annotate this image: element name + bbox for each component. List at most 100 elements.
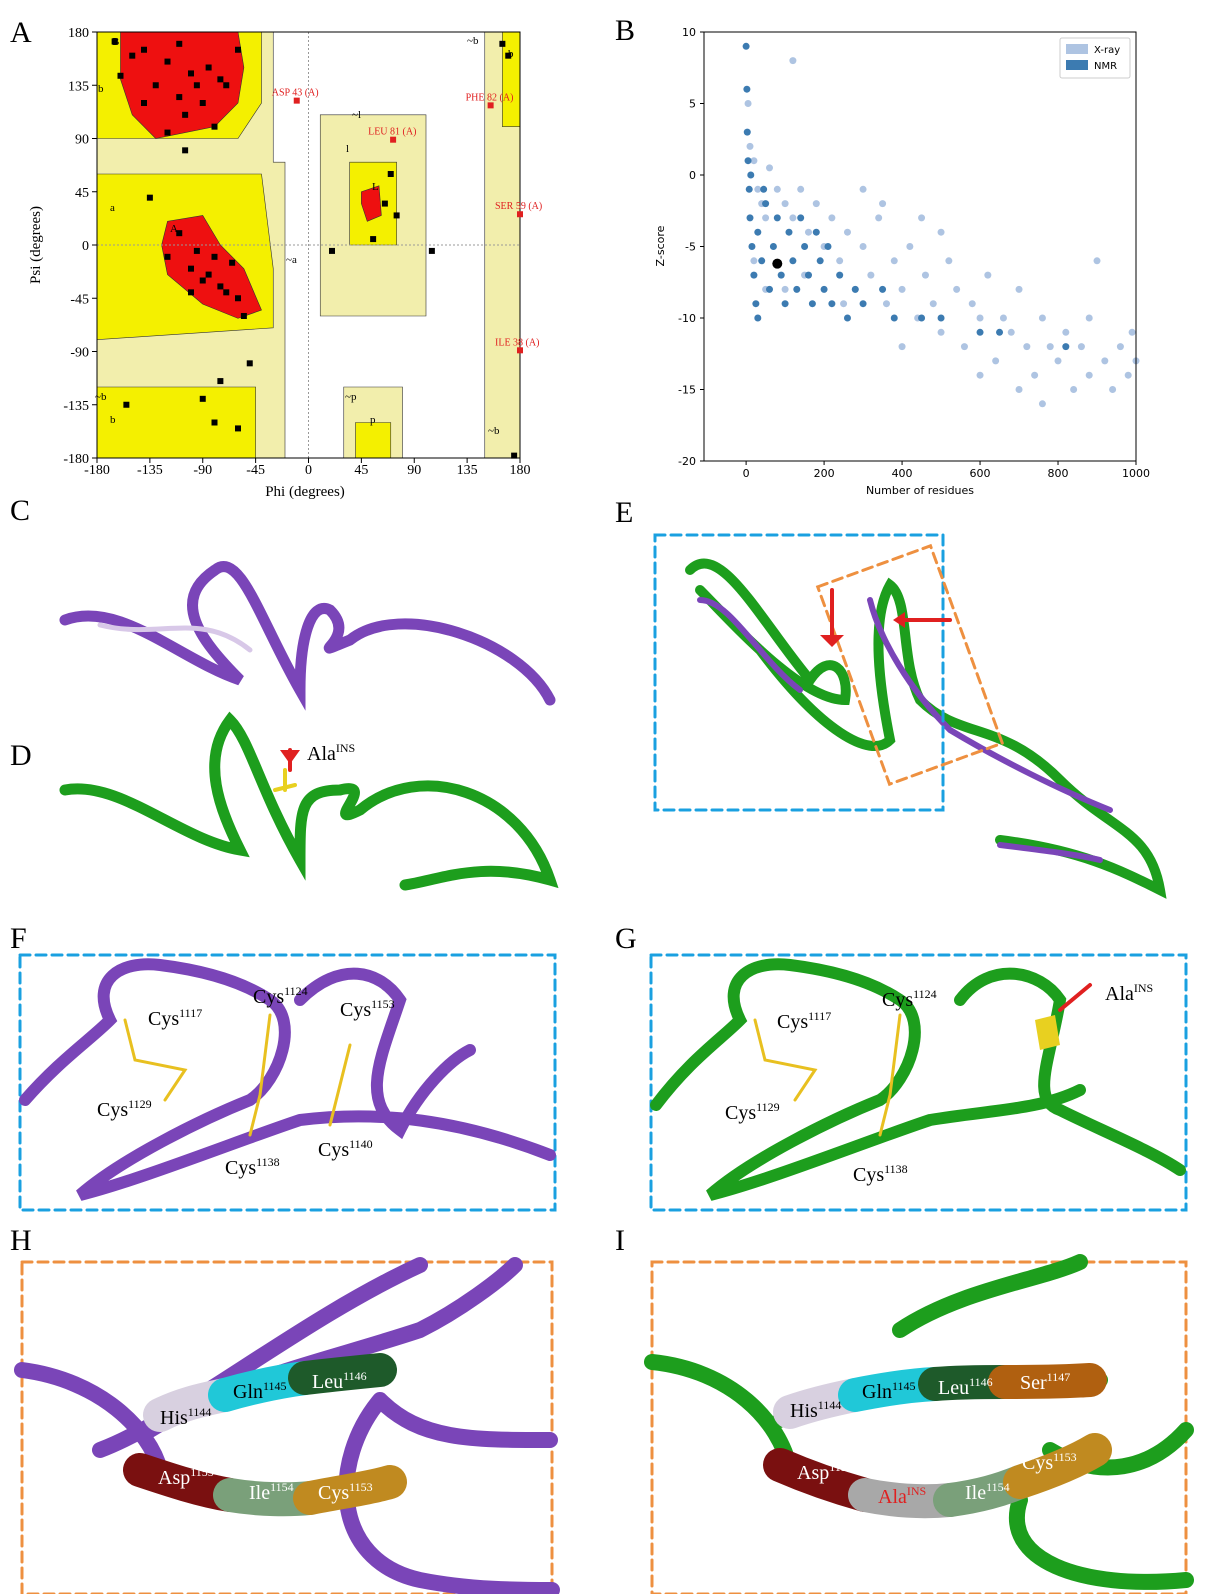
data-point xyxy=(976,328,984,336)
data-point xyxy=(828,214,836,222)
y-tick-label: -45 xyxy=(70,292,89,307)
data-point xyxy=(793,285,801,293)
residue-number: 1155 xyxy=(829,1460,853,1474)
residue-label: Leu1146 xyxy=(312,1369,367,1393)
outlier-label: SER 59 (A) xyxy=(495,201,542,212)
residue-name: Cys xyxy=(97,1099,128,1121)
data-point xyxy=(1031,371,1039,379)
residue-point xyxy=(370,236,377,243)
residue-label: His1144 xyxy=(790,1398,841,1422)
data-point xyxy=(1093,257,1101,265)
residue-label: Cys1138 xyxy=(853,1162,908,1186)
data-point xyxy=(747,171,755,179)
residue-label: Leu1146 xyxy=(938,1375,993,1399)
residue-number: INS xyxy=(1134,981,1153,995)
residue-point xyxy=(199,277,206,284)
residue-point xyxy=(152,82,159,89)
structure-art xyxy=(14,533,1194,1594)
data-point xyxy=(840,300,848,308)
residue-point xyxy=(240,313,247,319)
data-point xyxy=(777,271,785,279)
residue-number: 1147 xyxy=(1047,1370,1071,1384)
region-label: ~b xyxy=(488,425,500,437)
y-axis-label: Psi (degrees) xyxy=(28,206,44,284)
data-point xyxy=(812,228,820,236)
x-tick-label: 200 xyxy=(814,467,835,480)
outlier-label: ASP 43 (A) xyxy=(272,88,319,99)
residue-name: Ala xyxy=(307,743,336,765)
region-label: A xyxy=(170,223,178,235)
data-point xyxy=(781,200,789,208)
data-point xyxy=(801,243,809,250)
residue-point xyxy=(217,283,224,290)
x-tick-label: -135 xyxy=(137,463,163,478)
residue-point xyxy=(188,265,194,272)
residue-name: Ile xyxy=(249,1482,270,1504)
y-tick-label: 45 xyxy=(75,186,89,201)
data-point xyxy=(890,314,898,322)
residue-point xyxy=(129,52,136,59)
residue-point xyxy=(211,253,218,260)
panel-label: B xyxy=(615,14,635,47)
residue-point xyxy=(164,253,171,260)
y-tick-label: 180 xyxy=(68,26,89,41)
data-point xyxy=(746,142,754,150)
region-label: ~l xyxy=(352,109,361,121)
residue-point xyxy=(381,200,388,207)
panel-label: I xyxy=(615,1224,625,1257)
residue-point xyxy=(393,212,400,219)
panel-label: A xyxy=(10,16,32,49)
residue-label: Cys1124 xyxy=(253,984,308,1008)
y-tick-label: -10 xyxy=(678,312,696,325)
residue-name: His xyxy=(790,1400,818,1422)
residue-name: Asp xyxy=(797,1462,829,1484)
outlier-point xyxy=(487,102,494,109)
data-point xyxy=(762,200,770,208)
y-tick-label: 135 xyxy=(68,79,89,94)
core-region xyxy=(361,185,382,222)
residue-label: Ile1154 xyxy=(965,1480,1010,1504)
data-point xyxy=(1062,328,1070,336)
data-point xyxy=(960,343,968,351)
residue-number: INS xyxy=(907,1484,926,1498)
panel-label: G xyxy=(615,922,637,955)
residue-number: 1145 xyxy=(892,1379,916,1393)
y-tick-label: 90 xyxy=(75,133,89,148)
data-point xyxy=(789,257,797,265)
outlier-label: PHE 82 (A) xyxy=(466,92,514,103)
y-tick-label: 10 xyxy=(682,26,696,39)
highlight-point xyxy=(772,258,783,269)
data-point xyxy=(836,271,844,279)
data-point xyxy=(804,228,812,236)
data-point xyxy=(1038,314,1046,322)
data-point xyxy=(785,228,793,236)
residue-number: 1155 xyxy=(190,1465,214,1479)
data-point xyxy=(746,214,754,222)
data-point xyxy=(754,314,762,322)
outlier-point xyxy=(390,136,397,143)
residue-point xyxy=(428,247,435,254)
residue-label: Cys1138 xyxy=(225,1155,280,1179)
residue-name: Ala xyxy=(878,1486,907,1508)
residue-number: 1124 xyxy=(284,984,308,998)
data-point xyxy=(1070,386,1078,393)
x-tick-label: 45 xyxy=(354,463,368,478)
residue-point xyxy=(235,425,241,432)
region-label: b xyxy=(110,414,116,426)
data-point xyxy=(1077,343,1085,351)
residue-number: 1144 xyxy=(188,1405,212,1419)
residue-name: Ala xyxy=(1105,983,1134,1005)
data-point xyxy=(743,128,751,136)
data-point xyxy=(992,357,1000,365)
residue-label: His1144 xyxy=(160,1405,211,1429)
y-tick-label: -5 xyxy=(685,241,696,254)
data-point xyxy=(898,343,906,351)
data-point xyxy=(820,285,828,293)
data-point xyxy=(773,185,781,193)
data-point xyxy=(996,328,1004,336)
residue-label: Cys1140 xyxy=(318,1137,373,1161)
residue-point xyxy=(176,40,183,47)
data-point xyxy=(937,314,945,322)
panel-label: C xyxy=(10,494,30,527)
data-point xyxy=(824,243,832,250)
